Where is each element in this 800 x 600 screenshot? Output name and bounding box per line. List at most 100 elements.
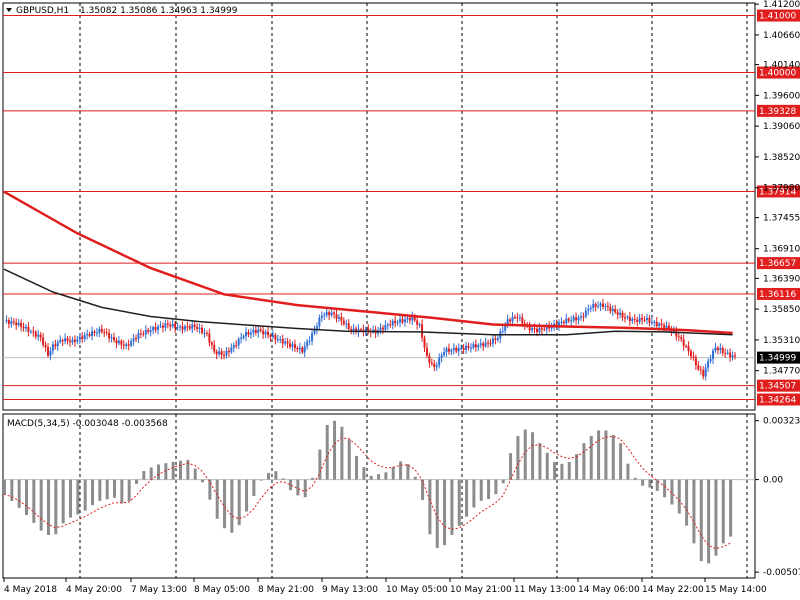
candle-body: [570, 320, 573, 322]
candle-body: [511, 316, 514, 322]
candle-body: [218, 351, 221, 355]
candle-body: [623, 317, 626, 319]
macd-bar: [355, 455, 359, 480]
candle-body: [428, 355, 431, 363]
price-tick-label: 1.39060: [763, 122, 800, 132]
candle-body: [650, 322, 653, 324]
candle-body: [496, 338, 499, 340]
candle-body: [117, 340, 120, 344]
macd-bar: [567, 461, 571, 480]
macd-bar: [362, 467, 366, 480]
candle-body: [386, 324, 389, 326]
macd-bar: [3, 479, 6, 495]
candle-body: [159, 325, 162, 327]
candle-body: [181, 326, 184, 330]
candle-body: [223, 354, 226, 356]
candle-body: [447, 348, 450, 352]
candle-body: [95, 332, 98, 334]
candle-body: [479, 343, 482, 346]
moving-average-line: [3, 190, 733, 335]
candle-body: [110, 337, 113, 339]
candle-body: [435, 365, 438, 367]
candle-body: [616, 312, 619, 315]
candle-body: [83, 334, 86, 339]
time-tick-label: 7 May 13:00: [131, 585, 187, 595]
candle-body: [135, 338, 138, 340]
macd-bar: [215, 479, 219, 519]
candle-body: [81, 336, 84, 339]
candle-body: [677, 336, 680, 338]
macd-bar: [670, 479, 674, 505]
candle-body: [445, 348, 448, 352]
macd-bar: [179, 460, 183, 480]
macd-bar: [61, 479, 65, 524]
price-tick-label: 1.36390: [763, 274, 800, 284]
candle-body: [115, 340, 118, 344]
macd-tick-label: -0.005078: [763, 568, 800, 578]
macd-bar: [509, 453, 513, 480]
price-tick-label: 1.38520: [763, 153, 800, 163]
level-price-label: 1.39328: [759, 107, 796, 117]
macd-bar: [157, 464, 161, 480]
price-tick-label: 1.34770: [763, 367, 800, 377]
candle-body: [469, 347, 472, 349]
candle-body: [443, 351, 446, 356]
price-tick-label: 1.35850: [763, 305, 800, 315]
candle-body: [125, 344, 128, 346]
level-price-label: 1.40000: [759, 69, 796, 79]
chart-menu-triangle-icon[interactable]: [6, 8, 12, 12]
candle-body: [577, 317, 580, 321]
candle-body: [682, 339, 685, 347]
macd-bar: [39, 479, 43, 531]
candle-body: [401, 319, 404, 323]
candle-body: [47, 347, 50, 356]
candle-body: [545, 325, 548, 330]
macd-bar: [164, 463, 168, 480]
candle-body: [193, 324, 196, 327]
candle-body: [726, 352, 729, 354]
candles: [5, 298, 736, 381]
candle-body: [164, 323, 167, 328]
candle-body: [289, 343, 292, 347]
candle-body: [320, 315, 323, 318]
candle-body: [113, 337, 116, 341]
candle-body: [533, 328, 536, 330]
macd-bar: [538, 443, 542, 480]
level-price-tag: [757, 66, 800, 79]
candle-body: [237, 338, 240, 346]
candle-body: [645, 317, 648, 320]
level-price-tag: [757, 257, 800, 270]
candle-body: [521, 317, 524, 324]
price-tick-label: 1.40140: [763, 61, 800, 71]
candle-body: [71, 339, 74, 343]
macd-bar: [333, 420, 337, 480]
candle-body: [389, 324, 392, 326]
level-price-tag: [757, 393, 800, 406]
candle-body: [205, 332, 208, 334]
macd-bar: [589, 435, 593, 480]
candle-body: [487, 342, 490, 344]
candle-body: [604, 305, 607, 307]
candle-body: [418, 324, 421, 326]
candle-body: [149, 330, 152, 332]
candle-body: [467, 345, 470, 348]
candle-body: [249, 332, 252, 335]
candle-body: [210, 342, 213, 345]
current-price-label: 1.34999: [759, 354, 796, 364]
macd-bar: [98, 479, 102, 501]
candle-body: [491, 338, 494, 344]
candle-body: [707, 361, 710, 368]
macd-bar: [25, 479, 29, 516]
candle-body: [201, 327, 204, 333]
macd-bar: [91, 479, 95, 506]
macd-bar: [523, 429, 527, 480]
candle-body: [472, 344, 475, 348]
candle-body: [271, 335, 274, 338]
candle-body: [562, 321, 565, 324]
candle-body: [152, 327, 155, 331]
candle-body: [540, 327, 543, 330]
candle-body: [25, 326, 28, 329]
candle-body: [364, 328, 367, 333]
candle-body: [245, 332, 248, 337]
